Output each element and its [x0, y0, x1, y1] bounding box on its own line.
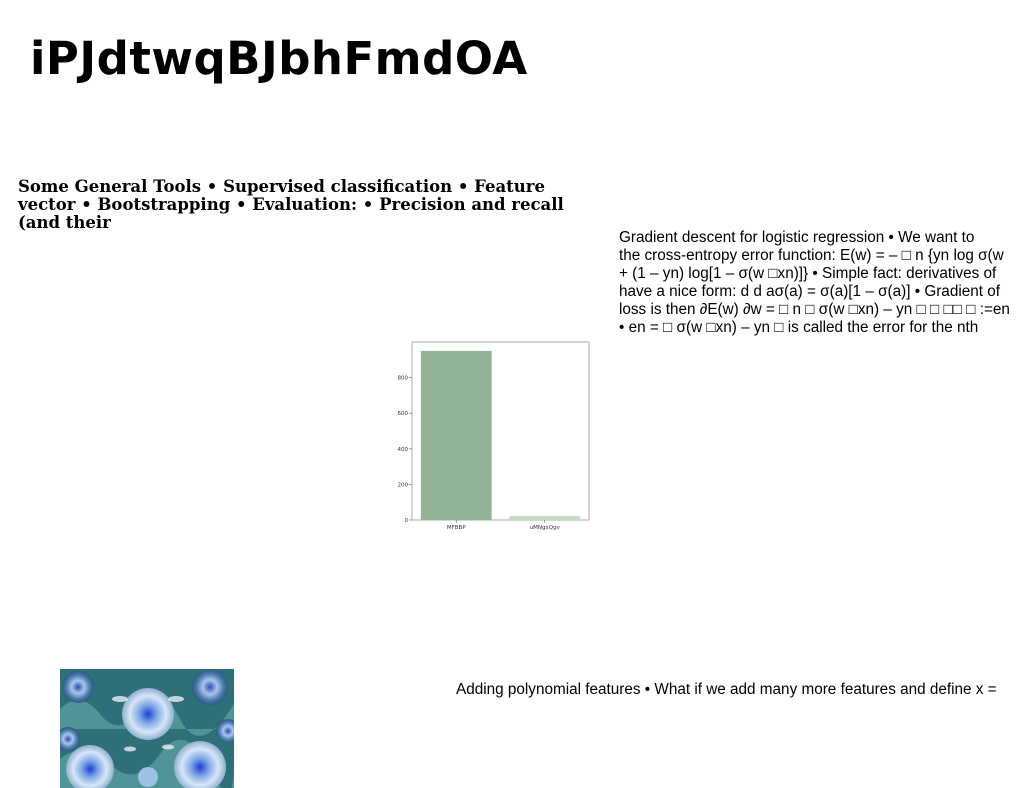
summary-text: Some General Tools • Supervised classifi… — [18, 177, 564, 232]
y-tick-label: 400 — [398, 447, 409, 453]
bar-chart: 0 200 400 600 800 MFBBP uMNgxQgv — [395, 338, 595, 534]
gradient-descent-text: Gradient descent for logistic regression… — [619, 229, 1010, 336]
y-tick-label: 200 — [398, 482, 409, 488]
polynomial-features-text: Adding polynomial features • What if we … — [456, 681, 997, 698]
bar — [420, 350, 492, 520]
floral-pattern-image — [60, 669, 234, 788]
y-tick-label: 800 — [398, 376, 409, 382]
bar-chart-svg: 0 200 400 600 800 MFBBP uMNgxQgv — [398, 341, 590, 531]
floral-pattern-svg — [60, 669, 234, 788]
y-tick-label: 0 — [405, 518, 409, 524]
x-tick-label: MFBBP — [447, 525, 466, 531]
y-tick-label: 600 — [398, 411, 409, 417]
x-tick-label: uMNgxQgv — [530, 525, 561, 531]
page-title: iPJdtwqBJbhFmdOA — [30, 32, 528, 85]
bar — [509, 516, 581, 520]
